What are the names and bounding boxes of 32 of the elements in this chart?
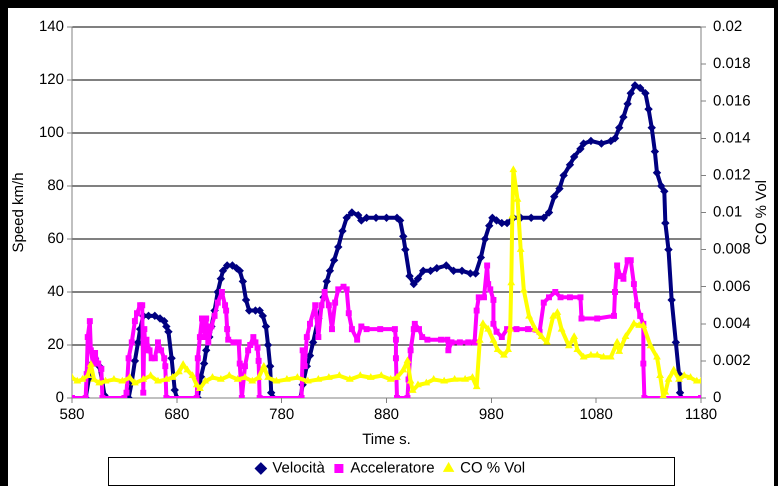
y2-tick-label: 0.006	[713, 278, 751, 295]
y2-tick-label: 0	[713, 389, 722, 406]
y-tick-label: 120	[38, 71, 64, 88]
legend-label: CO % Vol	[460, 460, 526, 477]
y2-tick-label: 0.016	[713, 92, 751, 110]
legend-label: Acceleratore	[350, 460, 435, 477]
y2-tick-label: 0.012	[713, 166, 751, 184]
y2-tick-label: 0.018	[713, 55, 751, 72]
y-tick-label: 20	[47, 336, 64, 354]
x-tick-label: 780	[269, 406, 294, 424]
y2-tick-label: 0.02	[713, 18, 742, 36]
y2-tick-label: 0.004	[713, 314, 751, 332]
x-tick-label: 1180	[684, 406, 718, 424]
y-tick-label: 100	[38, 124, 64, 142]
x-tick-label: 680	[164, 406, 190, 424]
y2-tick-label: 0.01	[713, 204, 742, 221]
y2-tick-label: 0.002	[713, 352, 751, 370]
y-tick-label: 0	[56, 389, 64, 406]
x-axis-title: Time s.	[362, 431, 411, 448]
x-tick-label: 880	[374, 406, 400, 424]
x-tick-label: 980	[478, 406, 504, 424]
y-tick-label: 40	[47, 283, 64, 300]
legend-label: Velocità	[272, 460, 326, 477]
x-tick-label: 580	[59, 406, 85, 424]
y-axis-title: Speed km/h	[10, 172, 28, 253]
y-tick-label: 60	[47, 230, 64, 248]
y-tick-label: 80	[47, 177, 64, 194]
y-tick-label: 140	[38, 18, 64, 36]
y2-tick-label: 0.008	[713, 240, 751, 258]
x-tick-label: 1080	[579, 406, 613, 424]
y2-axis-title: CO % Vol	[753, 180, 770, 246]
y2-tick-label: 0.014	[713, 129, 751, 146]
